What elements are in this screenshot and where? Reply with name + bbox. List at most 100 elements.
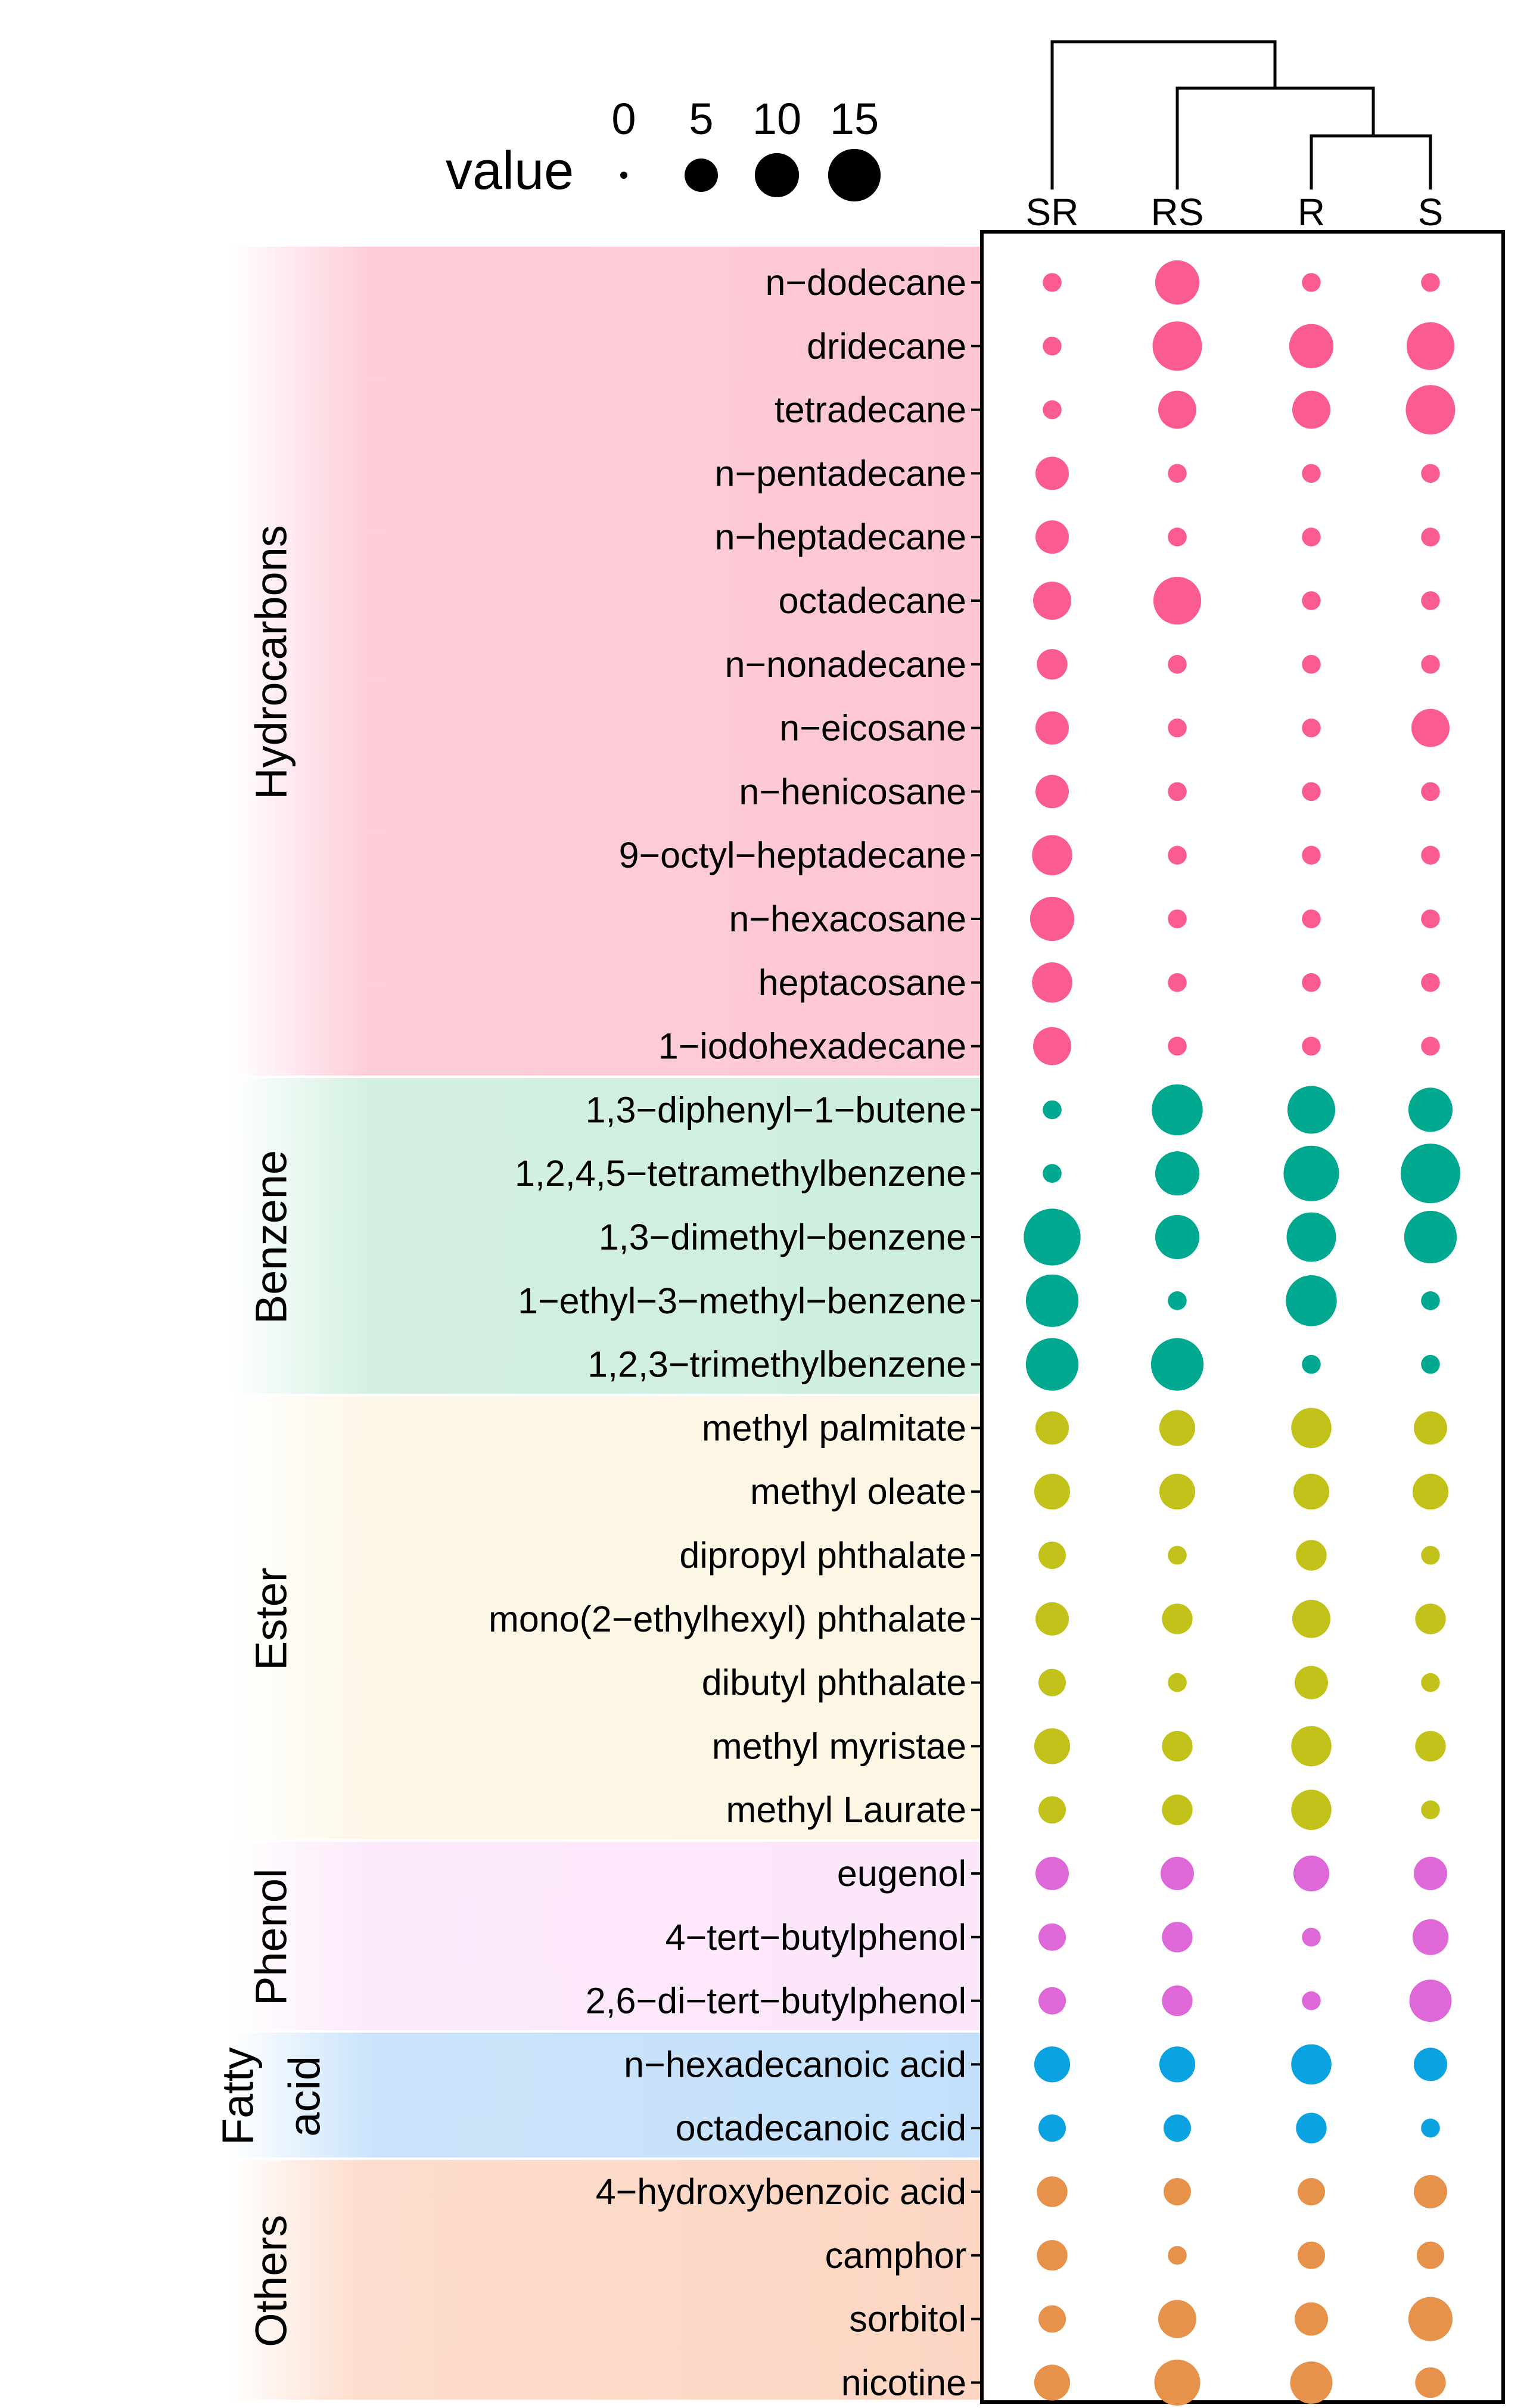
bubble-dipropyl-phthalate-rs <box>1168 1546 1187 1565</box>
row-label-mono-2-ethylhexyl-phthalate: mono(2−ethylhexyl) phthalate <box>489 1599 966 1639</box>
bubble-n-pentadecane-r <box>1302 464 1321 483</box>
bubble-1-3-dimethyl-benzene-s <box>1404 1210 1457 1264</box>
bubble-dridecane-s <box>1406 322 1455 370</box>
row-labels: n−dodecane dridecane tetradecane n−pentadec… <box>489 262 966 2403</box>
bubble-1-2-3-trimethylbenzene-s <box>1421 1354 1440 1374</box>
bubble-n-heptadecane-rs <box>1168 527 1187 546</box>
bubble-n-heptadecane-sr <box>1035 520 1069 554</box>
row-label-4-hydroxybenzoic-acid: 4−hydroxybenzoic acid <box>596 2171 966 2212</box>
bubble-n-eicosane-r <box>1302 718 1321 738</box>
bubble-octadecane-rs <box>1153 576 1202 625</box>
bubble-1-3-dimethyl-benzene-r <box>1286 1212 1336 1262</box>
bubble-heptacosane-r <box>1302 973 1321 992</box>
bubble-1-iodohexadecane-sr <box>1033 1027 1071 1065</box>
row-label-methyl-laurate: methyl Laurate <box>726 1789 967 1830</box>
group-band-others <box>229 2160 982 2400</box>
bubble-n-henicosane-sr <box>1035 775 1069 809</box>
bubble-n-hexacosane-sr <box>1030 896 1075 942</box>
legend-circle-10 <box>754 153 800 198</box>
bubble-n-henicosane-r <box>1302 782 1321 801</box>
bubble-4-hydroxybenzoic-acid-s <box>1414 2175 1447 2208</box>
bubble-heptacosane-rs <box>1168 973 1187 992</box>
bubble-octadecanoic-acid-s <box>1421 2118 1440 2137</box>
bubble-1-2-4-5-tetramethylbenzene-sr <box>1043 1164 1062 1183</box>
bubble-heptacosane-s <box>1421 973 1440 992</box>
legend-title: value <box>446 141 574 201</box>
group-band-phenol <box>229 1841 982 2030</box>
bubble-methyl-oleate-rs <box>1159 1474 1196 1510</box>
row-label-methyl-oleate: methyl oleate <box>750 1471 966 1512</box>
legend-label-5: 5 <box>689 94 713 144</box>
bubble-1-3-dimethyl-benzene-rs <box>1155 1214 1200 1260</box>
row-label-1-2-4-5-tetramethylbenzene: 1,2,4,5−tetramethylbenzene <box>515 1153 966 1194</box>
bubble-2-6-di-tert-butylphenol-sr <box>1038 1987 1066 2015</box>
bubble-1-3-diphenyl-1-butene-rs <box>1152 1084 1203 1136</box>
bubble-n-hexacosane-r <box>1302 909 1321 928</box>
group-label-benzene: Benzene <box>247 1150 296 1324</box>
bubble-9-octyl-heptadecane-s <box>1421 846 1440 865</box>
bubble-methyl-oleate-r <box>1293 1474 1330 1510</box>
group-label-fatty-acid-1: acid <box>280 2056 329 2137</box>
bubble-mono-2-ethylhexyl-phthalate-rs <box>1162 1604 1193 1635</box>
bubble-1-3-diphenyl-1-butene-sr <box>1043 1100 1062 1120</box>
bubble-1-ethyl-3-methyl-benzene-r <box>1286 1275 1337 1326</box>
bubble-sorbitol-s <box>1408 2297 1453 2341</box>
bubble-methyl-palmitate-sr <box>1035 1411 1069 1445</box>
bubble-9-octyl-heptadecane-rs <box>1168 846 1187 865</box>
bubble-dibutyl-phthalate-s <box>1421 1673 1440 1692</box>
bubble-1-3-dimethyl-benzene-sr <box>1024 1208 1081 1266</box>
bubble-nicotine-sr <box>1034 2364 1071 2401</box>
bubble-n-hexadecanoic-acid-s <box>1414 2047 1447 2081</box>
row-label-4-tert-butylphenol: 4−tert−butylphenol <box>665 1917 966 1958</box>
bubble-methyl-oleate-s <box>1412 1474 1449 1510</box>
legend-label-15: 15 <box>830 94 879 144</box>
bubble-n-dodecane-r <box>1302 273 1321 292</box>
size-legend: value 0 5 10 15 <box>446 94 881 202</box>
bubble-n-nonadecane-s <box>1421 655 1440 674</box>
bubble-tetradecane-rs <box>1158 390 1196 429</box>
row-label-1-3-dimethyl-benzene: 1,3−dimethyl−benzene <box>599 1217 966 1257</box>
bubble-1-3-diphenyl-1-butene-s <box>1408 1088 1453 1132</box>
bubble-methyl-oleate-sr <box>1034 1474 1071 1510</box>
bubble-methyl-laurate-rs <box>1162 1794 1193 1825</box>
bubble-tetradecane-s <box>1405 385 1456 435</box>
bubble-9-octyl-heptadecane-r <box>1302 846 1321 865</box>
column-label-s: S <box>1418 191 1444 234</box>
group-labels: Hydrocarbons Benzene Ester Phenol Fatty acid O… <box>213 525 329 2347</box>
bubble-4-hydroxybenzoic-acid-r <box>1298 2178 1325 2205</box>
row-label-n-heptadecane: n−heptadecane <box>715 517 966 557</box>
row-label-dibutyl-phthalate: dibutyl phthalate <box>702 1663 966 1703</box>
group-label-fatty-acid-0: Fatty <box>213 2047 263 2145</box>
row-label-tetradecane: tetradecane <box>775 390 966 430</box>
bubble-n-hexadecanoic-acid-r <box>1291 2044 1332 2085</box>
bubble-octadecane-r <box>1302 591 1321 610</box>
bubble-dipropyl-phthalate-sr <box>1038 1542 1066 1569</box>
legend-label-10: 10 <box>752 94 801 144</box>
column-label-r: R <box>1298 191 1325 234</box>
dendrogram-branch-2 <box>1050 40 1277 189</box>
bubble-1-2-4-5-tetramethylbenzene-s <box>1401 1144 1460 1204</box>
group-band-hydrocarbons <box>229 247 982 1076</box>
row-label-octadecane: octadecane <box>779 580 966 621</box>
bubble-2-6-di-tert-butylphenol-s <box>1409 1980 1452 2022</box>
bubble-n-henicosane-s <box>1421 782 1440 801</box>
bubble-n-hexadecanoic-acid-sr <box>1034 2046 1071 2083</box>
bubble-dibutyl-phthalate-sr <box>1038 1668 1066 1697</box>
bubble-nicotine-s <box>1415 2367 1446 2398</box>
bubble-2-6-di-tert-butylphenol-r <box>1302 1991 1321 2011</box>
bubble-n-nonadecane-sr <box>1037 649 1068 680</box>
bubble-eugenol-s <box>1414 1857 1447 1890</box>
row-label-methyl-palmitate: methyl palmitate <box>702 1407 966 1448</box>
bubble-eugenol-sr <box>1035 1857 1069 1890</box>
bubble-heptacosane-sr <box>1032 962 1072 1003</box>
bubble-methyl-laurate-sr <box>1038 1796 1066 1824</box>
row-label-camphor: camphor <box>825 2235 966 2276</box>
bubble-methyl-palmitate-r <box>1291 1407 1332 1449</box>
bubble-9-octyl-heptadecane-sr <box>1032 835 1072 875</box>
dendrogram <box>1050 40 1432 189</box>
dendrogram-branch-1 <box>1175 86 1375 189</box>
bubble-camphor-r <box>1298 2241 1325 2269</box>
bubble-methyl-laurate-s <box>1421 1800 1440 1819</box>
legend-circle-5 <box>685 159 718 192</box>
bubble-tetradecane-r <box>1292 390 1330 429</box>
